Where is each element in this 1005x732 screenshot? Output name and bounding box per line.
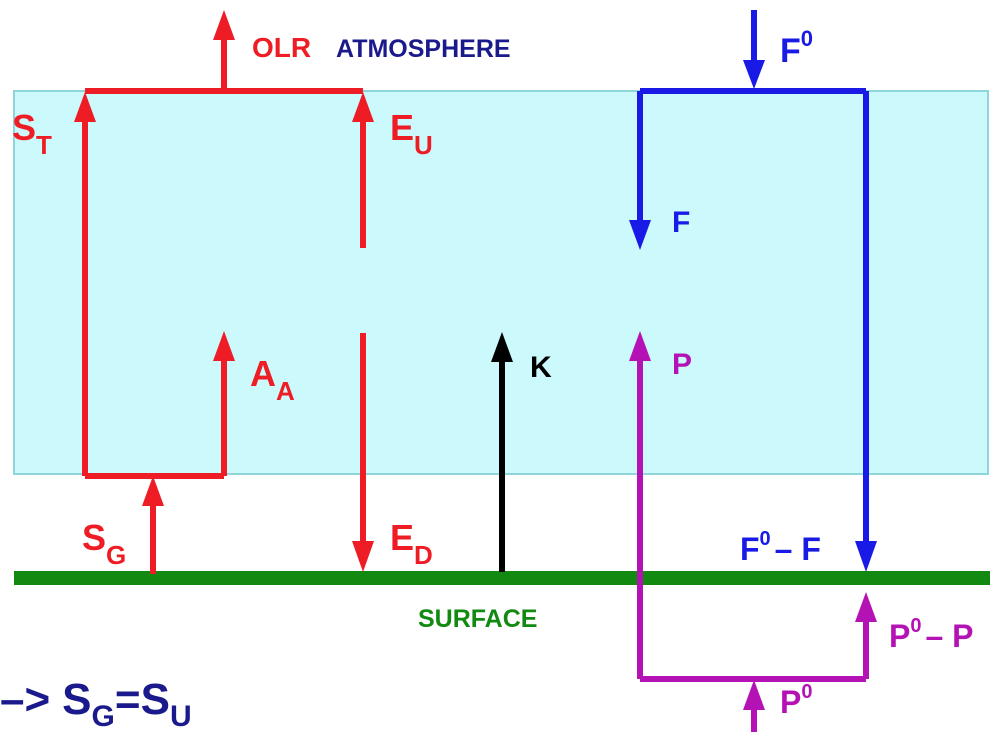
p-arrowhead xyxy=(629,331,651,361)
sg-label: SG xyxy=(82,517,126,570)
f0-minus-f-label: F0– F xyxy=(740,528,821,567)
surface-bar xyxy=(14,571,990,585)
olr-arrowhead xyxy=(213,10,235,40)
atmosphere-label: ATMOSPHERE xyxy=(336,35,511,63)
equation-arrow: –> xyxy=(0,675,50,724)
ed-arrowhead xyxy=(352,541,374,572)
p0-arrowhead xyxy=(743,680,765,710)
p0-minus-p-label: P0– P xyxy=(889,615,974,654)
eu-label: EU xyxy=(390,107,433,160)
aa-arrowhead xyxy=(213,331,235,361)
f0-arrowhead xyxy=(743,60,765,89)
f0-minus-f-arrowhead xyxy=(855,541,877,572)
st-arrowhead xyxy=(74,92,96,122)
eu-arrowhead xyxy=(352,92,374,122)
blue-flow-system xyxy=(637,10,869,545)
p0-minus-p-arrowhead xyxy=(855,592,877,622)
aa-label: AA xyxy=(250,353,295,406)
surface-label: SURFACE xyxy=(418,605,537,633)
purple-flow-system xyxy=(637,357,869,732)
sg-arrowhead xyxy=(142,476,164,506)
blue-arrowheads xyxy=(629,60,877,572)
f0-label: F0 xyxy=(780,26,813,70)
olr-label: OLR xyxy=(252,32,311,63)
ed-label: ED xyxy=(390,517,433,570)
st-label: ST xyxy=(12,107,52,160)
f-arrowhead xyxy=(629,220,651,250)
red-flow-system xyxy=(82,36,366,574)
p0-label: P0 xyxy=(780,681,812,720)
f-label: F xyxy=(672,206,690,239)
k-label: K xyxy=(530,351,552,384)
red-arrowheads xyxy=(74,10,374,572)
purple-arrowheads xyxy=(629,331,877,710)
p-label: P xyxy=(672,348,692,381)
equation: –> SG=SU xyxy=(0,675,192,732)
k-arrowhead xyxy=(491,332,513,362)
